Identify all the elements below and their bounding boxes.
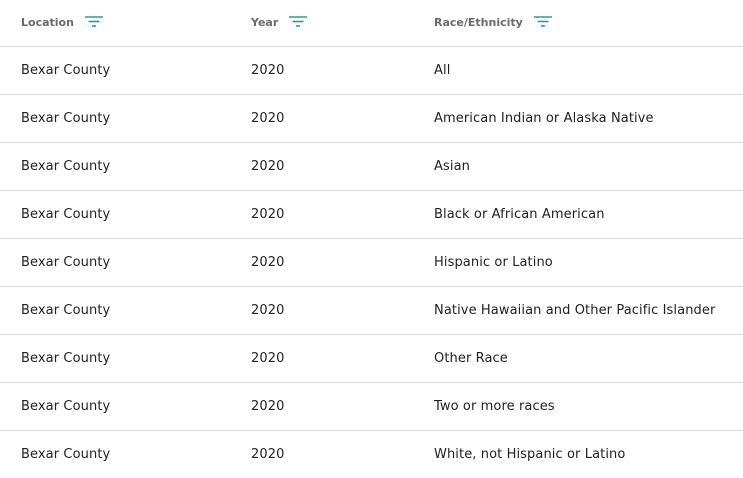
cell-year: 2020: [251, 255, 285, 270]
column-header-race-ethnicity[interactable]: Race/Ethnicity: [434, 0, 553, 44]
cell-location: Bexar County: [21, 159, 111, 174]
cell-location: Bexar County: [21, 351, 111, 366]
cell-race-ethnicity: Native Hawaiian and Other Pacific Island…: [434, 303, 716, 318]
cell-location: Bexar County: [21, 207, 111, 222]
cell-location: Bexar County: [21, 111, 111, 126]
cell-race-ethnicity: Asian: [434, 159, 470, 174]
cell-location: Bexar County: [21, 447, 111, 462]
column-header-label: Location: [21, 15, 74, 29]
cell-year: 2020: [251, 159, 285, 174]
table-row: Bexar County 2020 All: [0, 47, 743, 95]
cell-year: 2020: [251, 63, 285, 78]
table-row: Bexar County 2020 Two or more races: [0, 383, 743, 431]
filter-icon[interactable]: [533, 15, 553, 29]
cell-race-ethnicity: American Indian or Alaska Native: [434, 111, 654, 126]
cell-race-ethnicity: Black or African American: [434, 207, 605, 222]
cell-location: Bexar County: [21, 399, 111, 414]
table-row: Bexar County 2020 Black or African Ameri…: [0, 191, 743, 239]
cell-year: 2020: [251, 399, 285, 414]
cell-race-ethnicity: Hispanic or Latino: [434, 255, 553, 270]
filter-icon[interactable]: [84, 15, 104, 29]
cell-year: 2020: [251, 303, 285, 318]
cell-location: Bexar County: [21, 303, 111, 318]
cell-race-ethnicity: Other Race: [434, 351, 508, 366]
column-header-location[interactable]: Location: [21, 0, 104, 44]
filter-icon[interactable]: [288, 15, 308, 29]
column-header-year[interactable]: Year: [251, 0, 308, 44]
table-row: Bexar County 2020 White, not Hispanic or…: [0, 431, 743, 478]
cell-race-ethnicity: Two or more races: [434, 399, 555, 414]
cell-location: Bexar County: [21, 63, 111, 78]
table-row: Bexar County 2020 Asian: [0, 143, 743, 191]
table-row: Bexar County 2020 American Indian or Ala…: [0, 95, 743, 143]
table-row: Bexar County 2020 Other Race: [0, 335, 743, 383]
cell-location: Bexar County: [21, 255, 111, 270]
cell-race-ethnicity: All: [434, 63, 451, 78]
column-header-label: Race/Ethnicity: [434, 15, 523, 29]
cell-year: 2020: [251, 351, 285, 366]
cell-year: 2020: [251, 111, 285, 126]
cell-year: 2020: [251, 447, 285, 462]
table-row: Bexar County 2020 Hispanic or Latino: [0, 239, 743, 287]
column-header-label: Year: [251, 15, 279, 29]
cell-year: 2020: [251, 207, 285, 222]
table-header: Location Year Race/Ethnicity: [0, 0, 743, 47]
table-row: Bexar County 2020 Native Hawaiian and Ot…: [0, 287, 743, 335]
cell-race-ethnicity: White, not Hispanic or Latino: [434, 447, 626, 462]
